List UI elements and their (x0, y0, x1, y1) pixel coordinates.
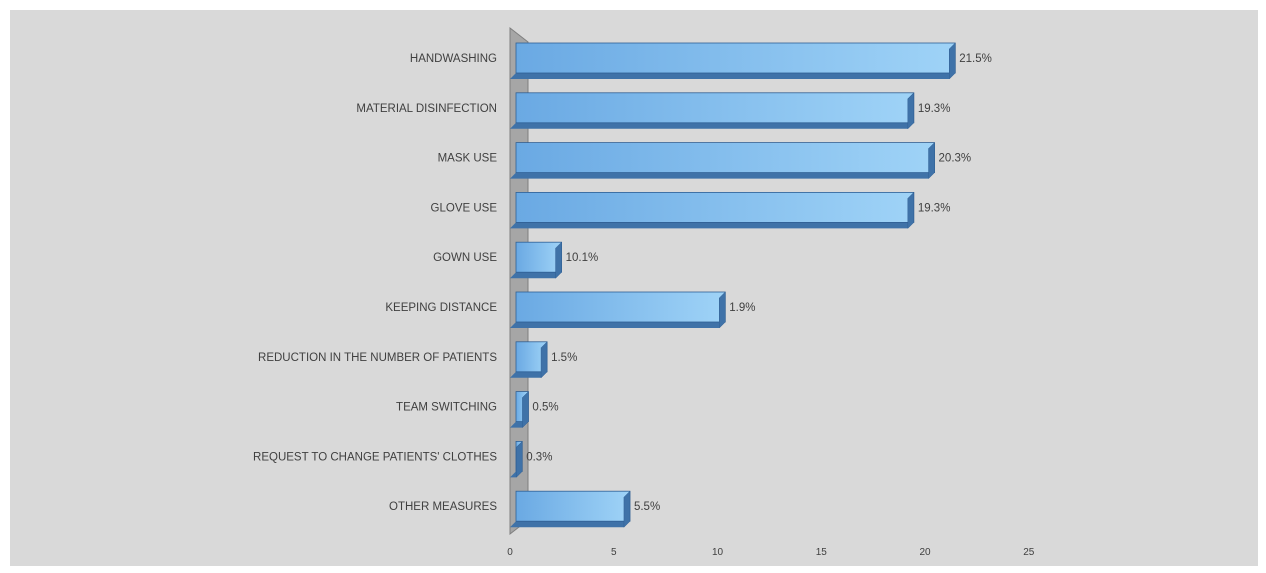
bar-front-face (515, 191, 915, 223)
bar-bottom-face (510, 272, 562, 279)
data-label: 1.5% (551, 352, 577, 364)
data-label: 1.9% (729, 302, 755, 314)
category-label: TEAM SWITCHING (396, 402, 497, 414)
bar-bottom-face (510, 122, 914, 129)
bar-front-face (515, 142, 935, 174)
bar-end-cap (623, 490, 631, 528)
bar (510, 390, 529, 429)
category-label: REDUCTION IN THE NUMBER OF PATIENTS (258, 352, 497, 364)
bar-end-cap (522, 390, 529, 429)
bar-bottom-face (510, 521, 630, 528)
category-label: MASK USE (438, 153, 498, 165)
data-label: 19.3% (918, 202, 951, 214)
category-label: GOWN USE (433, 252, 497, 264)
x-tick-label: 5 (611, 547, 617, 558)
data-label: 0.5% (532, 402, 558, 414)
x-tick-label: 20 (919, 547, 931, 558)
bar-front-face (515, 490, 631, 522)
bar-end-cap (949, 42, 956, 80)
bar-front-face (515, 291, 726, 323)
category-label: REQUEST TO CHANGE PATIENTS' CLOTHES (253, 451, 497, 463)
bar-bottom-face (510, 73, 956, 79)
bar-bottom-face (510, 222, 914, 229)
bar-end-cap (907, 191, 915, 230)
bar (510, 191, 915, 230)
bar (510, 42, 956, 80)
bar (510, 291, 726, 329)
data-label: 0.3% (526, 451, 552, 463)
bar (510, 440, 523, 479)
bar (510, 141, 935, 180)
bar-end-cap (719, 291, 726, 329)
bar-bottom-face (510, 322, 726, 328)
bar-end-cap (515, 440, 523, 479)
x-tick-label: 25 (1023, 547, 1035, 558)
category-label: HANDWASHING (410, 53, 497, 65)
data-label: 5.5% (634, 501, 660, 513)
category-label: KEEPING DISTANCE (385, 302, 497, 314)
x-tick-label: 10 (712, 547, 724, 558)
category-label: MATERIAL DISINFECTION (356, 103, 497, 115)
x-tick-label: 0 (507, 547, 513, 558)
bar (510, 92, 915, 130)
category-label: GLOVE USE (431, 202, 498, 214)
bar-end-cap (540, 341, 548, 379)
bar-bottom-face (510, 371, 548, 378)
bar-bottom-face (510, 172, 935, 179)
category-label: OTHER MEASURES (389, 501, 497, 513)
bar (510, 490, 631, 528)
data-label: 21.5% (959, 53, 992, 65)
bar (510, 341, 548, 379)
bar-end-cap (928, 141, 935, 180)
bar-end-cap (907, 92, 915, 130)
data-label: 19.3% (918, 103, 951, 115)
bar-front-face (515, 42, 956, 74)
bar-front-face (515, 241, 562, 273)
bar-end-cap (555, 241, 562, 279)
bar (510, 241, 562, 279)
data-label: 20.3% (939, 153, 972, 165)
x-tick-label: 15 (816, 547, 828, 558)
data-label: 10.1% (566, 252, 599, 264)
bar-front-face (515, 92, 915, 124)
